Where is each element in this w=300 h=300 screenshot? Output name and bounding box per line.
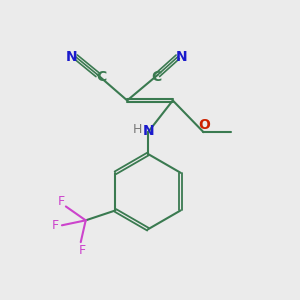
Text: F: F (79, 244, 86, 256)
Text: F: F (57, 195, 64, 208)
Text: N: N (143, 124, 155, 138)
Text: N: N (176, 50, 188, 64)
Text: C: C (96, 70, 106, 84)
Text: N: N (66, 50, 77, 64)
Text: C: C (151, 70, 161, 84)
Text: H: H (132, 123, 142, 136)
Text: O: O (199, 118, 210, 132)
Text: F: F (51, 219, 58, 232)
